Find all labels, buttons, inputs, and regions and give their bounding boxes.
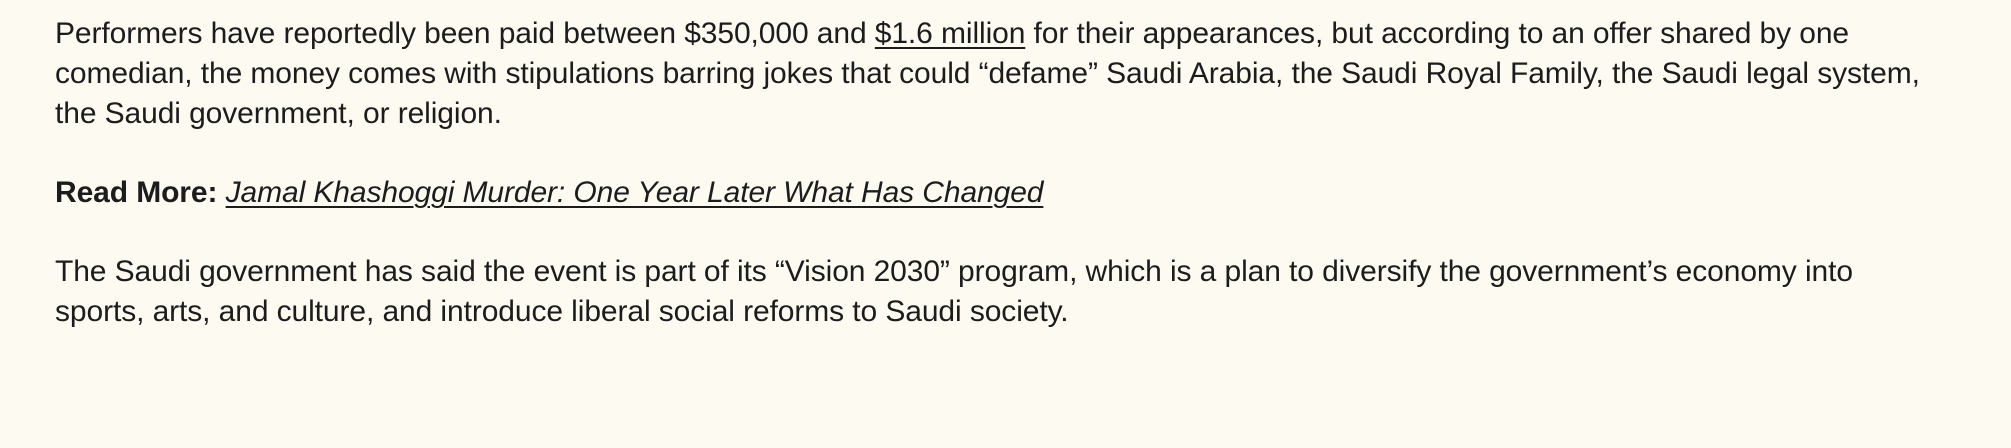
read-more-article-link[interactable]: Jamal Khashoggi Murder: One Year Later W… [225,176,1044,209]
paragraph-read-more: Read More: Jamal Khashoggi Murder: One Y… [55,173,1931,213]
read-more-label: Read More: [55,176,218,209]
read-more-space [217,176,225,209]
paragraph-vision-2030: The Saudi government has said the event … [55,255,1853,328]
paragraph-lead-text: Performers have reportedly been paid bet… [55,17,875,50]
million-amount-link[interactable]: $1.6 million [874,17,1026,50]
paragraph-tail-text: for their appearances, but according to … [55,17,1920,130]
paragraph-performer-pay: Performers have reportedly been paid bet… [55,14,1931,134]
